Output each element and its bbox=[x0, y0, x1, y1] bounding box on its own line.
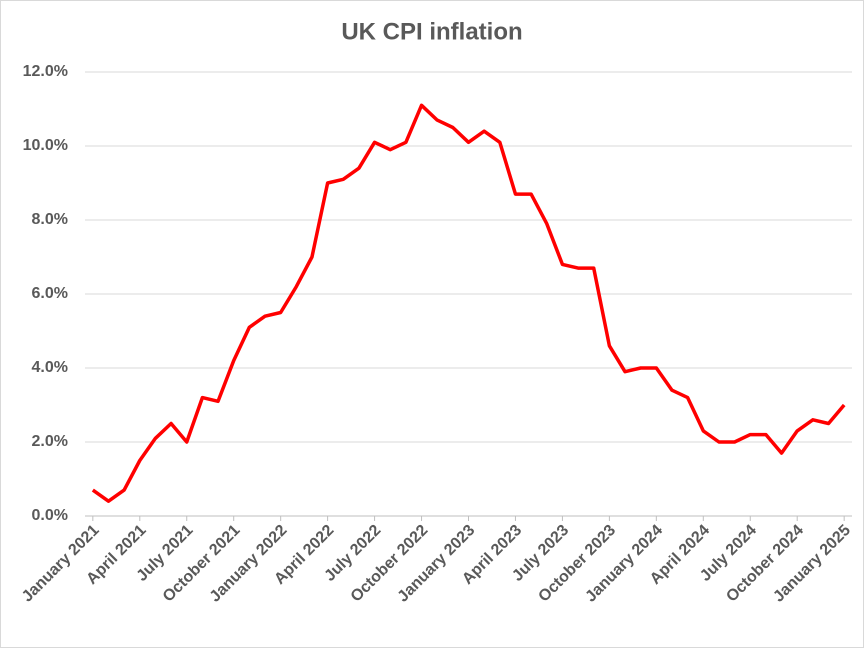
y-tick-label: 2.0% bbox=[32, 433, 68, 450]
chart-title: UK CPI inflation bbox=[341, 18, 522, 45]
y-tick-label: 10.0% bbox=[23, 137, 68, 154]
y-tick-label: 0.0% bbox=[32, 507, 68, 524]
data-line bbox=[91, 103, 846, 503]
y-tick-label: 12.0% bbox=[23, 63, 68, 80]
y-tick-label: 8.0% bbox=[32, 211, 68, 228]
y-tick-label: 6.0% bbox=[32, 285, 68, 302]
y-tick-label: 4.0% bbox=[32, 359, 68, 376]
